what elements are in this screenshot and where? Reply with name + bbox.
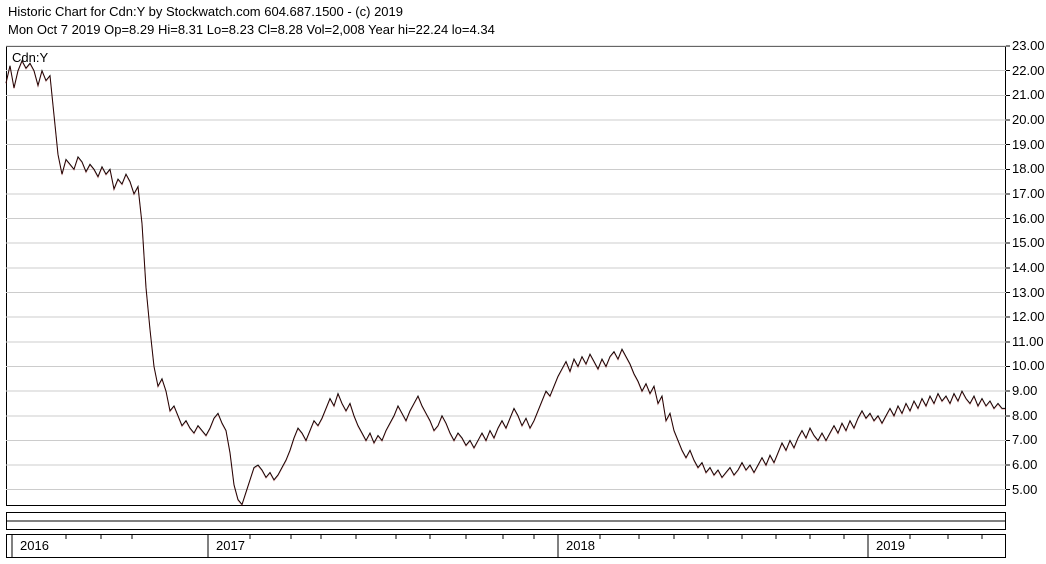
y-tick-label: 10.00 <box>1012 358 1045 373</box>
y-tick-label: 6.00 <box>1012 457 1037 472</box>
y-tick-label: 20.00 <box>1012 112 1045 127</box>
y-tick-label: 14.00 <box>1012 260 1045 275</box>
y-tick-label: 17.00 <box>1012 186 1045 201</box>
y-tick-label: 22.00 <box>1012 63 1045 78</box>
y-tick-label: 19.00 <box>1012 137 1045 152</box>
y-tick-label: 21.00 <box>1012 87 1045 102</box>
x-year-label: 2019 <box>876 538 905 553</box>
y-tick-label: 5.00 <box>1012 482 1037 497</box>
y-tick-label: 15.00 <box>1012 235 1045 250</box>
x-year-label: 2018 <box>566 538 595 553</box>
y-tick-label: 18.00 <box>1012 161 1045 176</box>
y-tick-label: 11.00 <box>1012 334 1044 349</box>
y-tick-label: 12.00 <box>1012 309 1045 324</box>
x-year-label: 2016 <box>20 538 49 553</box>
y-tick-label: 16.00 <box>1012 211 1045 226</box>
chart-svg <box>0 0 1046 564</box>
chart-container: { "header": { "line1": "Historic Chart f… <box>0 0 1046 564</box>
y-tick-label: 23.00 <box>1012 38 1045 53</box>
y-tick-label: 13.00 <box>1012 285 1045 300</box>
y-tick-label: 7.00 <box>1012 432 1037 447</box>
y-tick-label: 9.00 <box>1012 383 1037 398</box>
y-tick-label: 8.00 <box>1012 408 1037 423</box>
x-year-label: 2017 <box>216 538 245 553</box>
